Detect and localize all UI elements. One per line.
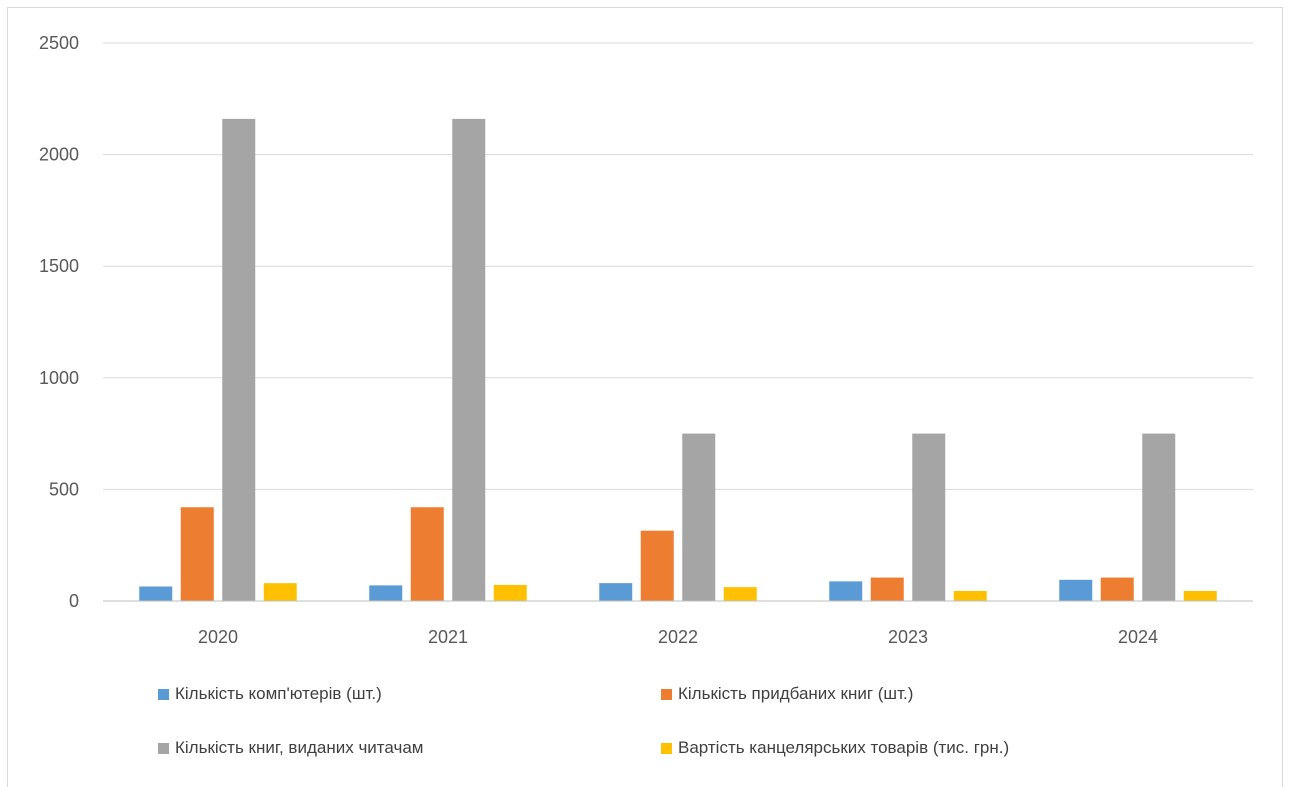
bar-series-0-2020 <box>139 586 173 601</box>
legend-swatch <box>661 742 672 754</box>
y-tick-label: 1500 <box>39 256 79 276</box>
bar-series-0-2024 <box>1059 579 1093 601</box>
legend-item-issued-books: Кількість книг, виданих читачам <box>158 738 423 758</box>
legend-label: Вартість канцелярських товарів (тис. грн… <box>678 738 1010 757</box>
x-tick-label: 2022 <box>658 627 698 647</box>
y-tick-label: 0 <box>69 591 79 611</box>
y-tick-label: 500 <box>49 479 79 499</box>
chart-area <box>7 7 1283 787</box>
bar-series-0-2021 <box>369 585 403 601</box>
bar-series-0-2022 <box>599 583 633 601</box>
legend-swatch <box>158 688 169 700</box>
bar-series-3-2022 <box>723 587 757 601</box>
bar-series-3-2020 <box>263 583 297 601</box>
legend-label: Кількість комп'ютерів (шт.) <box>175 684 382 703</box>
y-tick-label: 2000 <box>39 145 79 165</box>
bar-series-2-2023 <box>912 433 946 601</box>
legend-item-stationery-cost: Вартість канцелярських товарів (тис. грн… <box>661 738 1009 758</box>
x-tick-label: 2020 <box>198 627 238 647</box>
legend-label: Кількість придбаних книг (шт.) <box>678 684 914 703</box>
bar-series-3-2023 <box>953 590 987 601</box>
bar-series-0-2023 <box>829 581 863 601</box>
bar-series-2-2022 <box>682 433 716 601</box>
x-tick-label: 2021 <box>428 627 468 647</box>
bar-series-3-2024 <box>1183 590 1217 601</box>
x-tick-label: 2023 <box>888 627 928 647</box>
bar-series-1-2024 <box>1100 577 1134 601</box>
legend-swatch <box>158 742 169 754</box>
legend-swatch <box>661 688 672 700</box>
y-tick-label: 2500 <box>39 33 79 53</box>
bar-series-2-2021 <box>452 118 486 601</box>
bar-series-2-2020 <box>222 118 256 601</box>
legend-item-computers: Кількість комп'ютерів (шт.) <box>158 684 382 704</box>
bar-series-2-2024 <box>1142 433 1176 601</box>
y-tick-label: 1000 <box>39 368 79 388</box>
bar-series-1-2021 <box>410 507 444 601</box>
bar-series-1-2023 <box>870 577 904 601</box>
bar-series-1-2020 <box>180 507 214 601</box>
legend-label: Кількість книг, виданих читачам <box>175 738 424 757</box>
legend-item-purchased-books: Кількість придбаних книг (шт.) <box>661 684 913 704</box>
x-tick-label: 2024 <box>1118 627 1158 647</box>
bar-series-1-2022 <box>640 530 674 601</box>
bar-series-3-2021 <box>493 584 527 601</box>
